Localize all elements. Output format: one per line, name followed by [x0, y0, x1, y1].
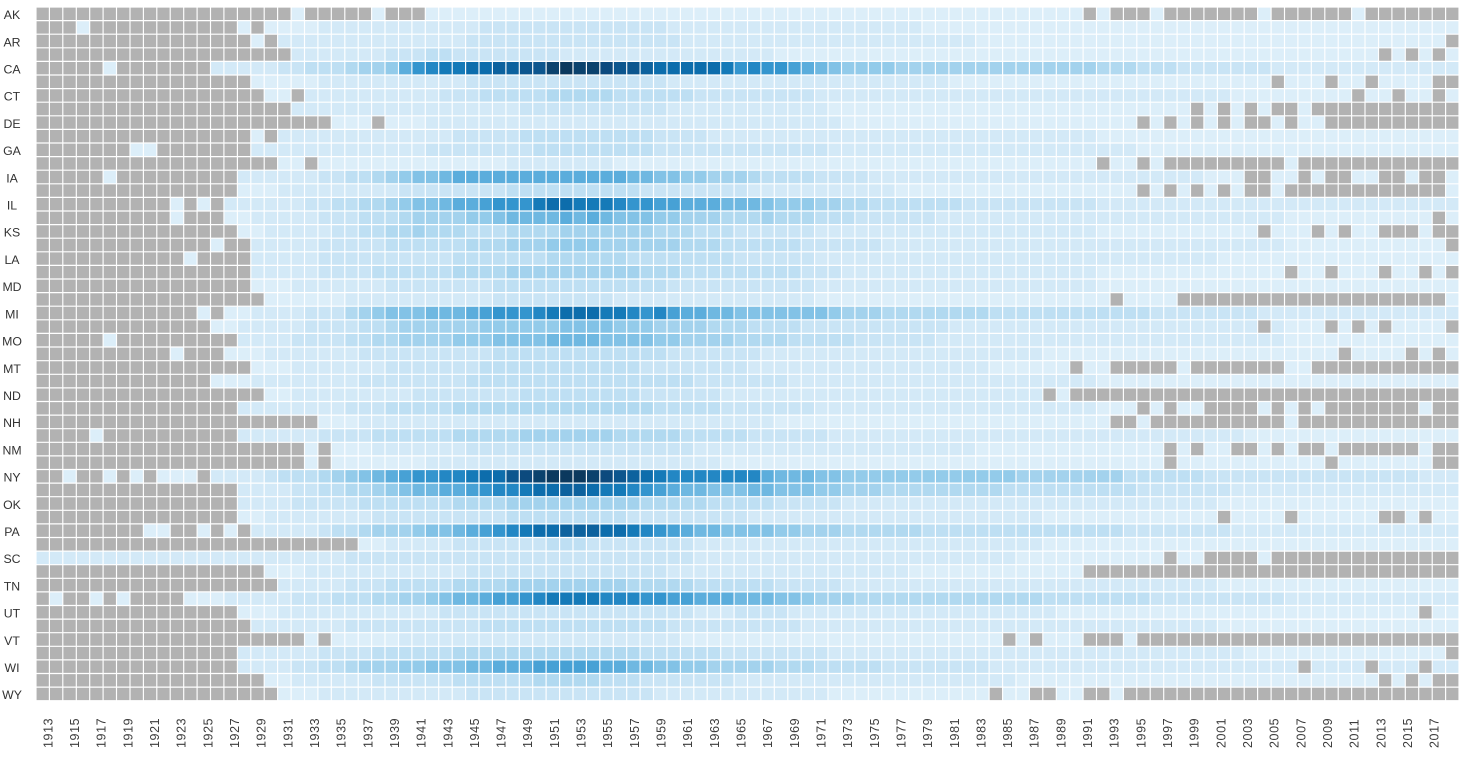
svg-text:MO: MO — [2, 335, 22, 349]
svg-text:LA: LA — [4, 253, 20, 267]
svg-text:PA: PA — [4, 525, 20, 539]
svg-text:GA: GA — [3, 144, 22, 158]
svg-text:IL: IL — [7, 199, 17, 213]
svg-text:1977: 1977 — [895, 718, 909, 748]
svg-text:NY: NY — [3, 471, 20, 485]
svg-text:WI: WI — [4, 661, 19, 675]
svg-text:1947: 1947 — [495, 718, 509, 748]
svg-text:1939: 1939 — [388, 718, 402, 748]
svg-text:1931: 1931 — [281, 718, 295, 748]
svg-text:1917: 1917 — [95, 718, 109, 748]
svg-text:AR: AR — [3, 35, 20, 49]
svg-text:1987: 1987 — [1028, 718, 1042, 748]
svg-text:AK: AK — [4, 8, 21, 22]
svg-text:1941: 1941 — [415, 718, 429, 748]
svg-text:1967: 1967 — [761, 718, 775, 748]
svg-text:1925: 1925 — [201, 718, 215, 748]
svg-text:1991: 1991 — [1081, 718, 1095, 748]
svg-text:CA: CA — [3, 63, 21, 77]
svg-text:1969: 1969 — [788, 718, 802, 748]
svg-text:1949: 1949 — [521, 718, 535, 748]
svg-text:1945: 1945 — [468, 718, 482, 748]
svg-text:1915: 1915 — [68, 718, 82, 748]
svg-text:1971: 1971 — [815, 718, 829, 748]
svg-text:1993: 1993 — [1108, 718, 1122, 748]
svg-text:2005: 2005 — [1268, 718, 1282, 748]
svg-text:ND: ND — [3, 389, 21, 403]
svg-text:2003: 2003 — [1241, 718, 1255, 748]
svg-text:1937: 1937 — [361, 718, 375, 748]
svg-text:1919: 1919 — [121, 718, 135, 748]
svg-text:1929: 1929 — [255, 718, 269, 748]
svg-text:1995: 1995 — [1134, 718, 1148, 748]
svg-text:2009: 2009 — [1321, 718, 1335, 748]
svg-text:1989: 1989 — [1054, 718, 1068, 748]
svg-text:1997: 1997 — [1161, 718, 1175, 748]
svg-text:2013: 2013 — [1374, 718, 1388, 748]
svg-text:UT: UT — [4, 607, 21, 621]
svg-text:IA: IA — [6, 171, 18, 185]
svg-text:SC: SC — [3, 552, 20, 566]
svg-text:MI: MI — [5, 307, 19, 321]
svg-text:1983: 1983 — [974, 718, 988, 748]
svg-text:1933: 1933 — [308, 718, 322, 748]
svg-text:NH: NH — [3, 416, 21, 430]
svg-text:1999: 1999 — [1188, 718, 1202, 748]
svg-text:2015: 2015 — [1401, 718, 1415, 748]
svg-text:TN: TN — [4, 579, 20, 593]
svg-text:OK: OK — [3, 498, 22, 512]
svg-text:1921: 1921 — [148, 718, 162, 748]
svg-text:NM: NM — [2, 443, 21, 457]
svg-text:2007: 2007 — [1294, 718, 1308, 748]
svg-text:2017: 2017 — [1428, 718, 1442, 748]
svg-text:DE: DE — [3, 117, 20, 131]
svg-text:1965: 1965 — [735, 718, 749, 748]
svg-text:1975: 1975 — [868, 718, 882, 748]
svg-text:1913: 1913 — [41, 718, 55, 748]
svg-text:1955: 1955 — [601, 718, 615, 748]
svg-text:1973: 1973 — [841, 718, 855, 748]
svg-text:1923: 1923 — [175, 718, 189, 748]
svg-text:2011: 2011 — [1348, 719, 1362, 748]
svg-text:1953: 1953 — [575, 718, 589, 748]
svg-text:1981: 1981 — [948, 718, 962, 748]
svg-text:1935: 1935 — [335, 718, 349, 748]
svg-text:WY: WY — [2, 688, 22, 702]
svg-text:MD: MD — [2, 280, 21, 294]
svg-text:1927: 1927 — [228, 718, 242, 748]
svg-text:1951: 1951 — [548, 718, 562, 748]
svg-text:1959: 1959 — [655, 718, 669, 748]
svg-text:1979: 1979 — [921, 718, 935, 748]
svg-text:1943: 1943 — [441, 718, 455, 748]
svg-text:2001: 2001 — [1214, 718, 1228, 748]
svg-text:KS: KS — [4, 226, 20, 240]
svg-text:1985: 1985 — [1001, 718, 1015, 748]
svg-text:1961: 1961 — [681, 718, 695, 748]
svg-text:MT: MT — [3, 362, 21, 376]
svg-text:VT: VT — [4, 634, 20, 648]
svg-text:CT: CT — [4, 90, 21, 104]
svg-text:1963: 1963 — [708, 718, 722, 748]
svg-text:1957: 1957 — [628, 718, 642, 748]
